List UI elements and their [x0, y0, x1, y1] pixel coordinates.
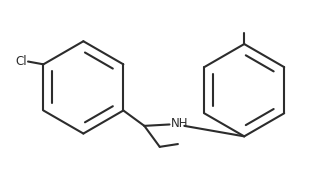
Text: Cl: Cl — [15, 55, 27, 68]
Text: NH: NH — [171, 117, 189, 130]
